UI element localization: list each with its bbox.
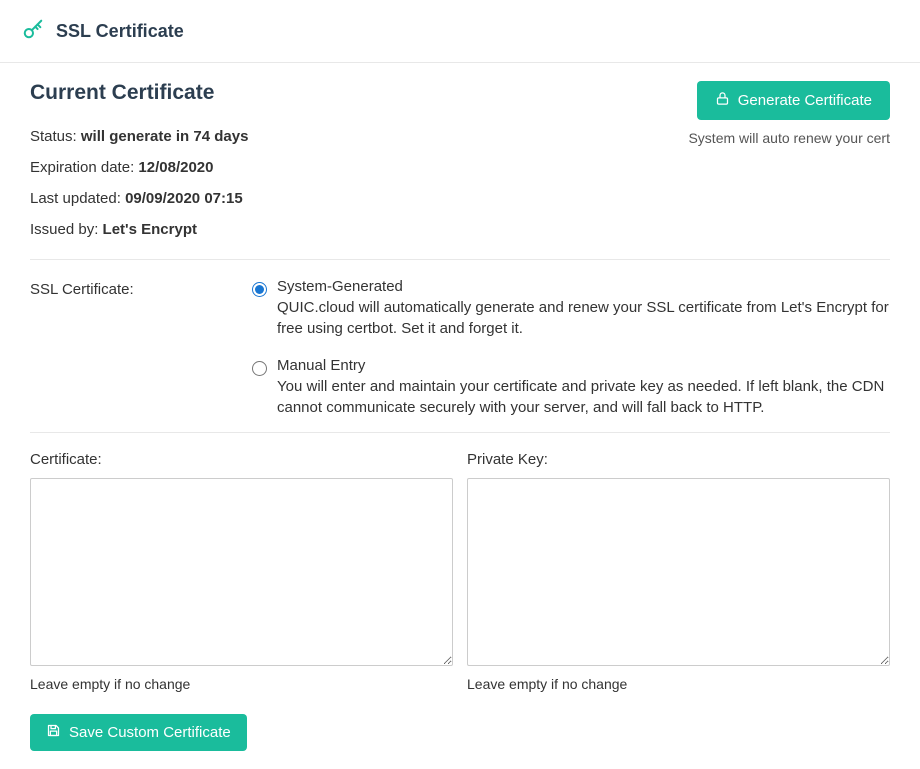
ssl-option-group-label: SSL Certificate: — [30, 278, 252, 298]
fields-row: Certificate: Leave empty if no change Pr… — [30, 451, 890, 692]
radio-text-manual: Manual Entry You will enter and maintain… — [277, 357, 890, 418]
actions-panel: Generate Certificate System will auto re… — [688, 81, 890, 146]
radio-manual-label: Manual Entry — [277, 357, 890, 374]
certificate-label: Certificate: — [30, 451, 453, 468]
generate-certificate-label: Generate Certificate — [738, 92, 872, 109]
expiration-line: Expiration date: 12/08/2020 — [30, 152, 688, 183]
status-line: Status: will generate in 74 days — [30, 121, 688, 152]
ssl-option-group: System-Generated QUIC.cloud will automat… — [252, 278, 890, 418]
issued-by-label: Issued by: — [30, 221, 103, 238]
save-icon — [46, 723, 69, 742]
expiration-value: 12/08/2020 — [138, 159, 213, 176]
info-lines: Status: will generate in 74 days Expirat… — [30, 121, 688, 245]
radio-system-label: System-Generated — [277, 278, 890, 295]
status-label: Status: — [30, 128, 81, 145]
private-key-label: Private Key: — [467, 451, 890, 468]
private-key-help: Leave empty if no change — [467, 676, 890, 692]
private-key-textarea[interactable] — [467, 478, 890, 666]
divider-bottom — [30, 432, 890, 433]
divider-top — [30, 259, 890, 260]
status-value: will generate in 74 days — [81, 128, 249, 145]
key-icon — [22, 18, 56, 44]
radio-option-manual-entry: Manual Entry You will enter and maintain… — [252, 357, 890, 418]
radio-option-system-generated: System-Generated QUIC.cloud will automat… — [252, 278, 890, 339]
save-custom-certificate-label: Save Custom Certificate — [69, 724, 231, 741]
certificate-textarea[interactable] — [30, 478, 453, 666]
issued-by-line: Issued by: Let's Encrypt — [30, 214, 688, 245]
page-header: SSL Certificate — [0, 0, 920, 63]
page-title: SSL Certificate — [56, 21, 184, 42]
last-updated-line: Last updated: 09/09/2020 07:15 — [30, 183, 688, 214]
top-row: Current Certificate Status: will generat… — [30, 81, 890, 245]
current-certificate-panel: Current Certificate Status: will generat… — [30, 81, 688, 245]
private-key-field-col: Private Key: Leave empty if no change — [467, 451, 890, 692]
last-updated-value: 09/09/2020 07:15 — [125, 190, 243, 207]
auto-renew-note: System will auto renew your cert — [688, 130, 890, 146]
expiration-label: Expiration date: — [30, 159, 138, 176]
radio-system-desc: QUIC.cloud will automatically generate a… — [277, 297, 890, 339]
radio-manual-desc: You will enter and maintain your certifi… — [277, 376, 890, 418]
section-title: Current Certificate — [30, 81, 688, 105]
radio-text-system: System-Generated QUIC.cloud will automat… — [277, 278, 890, 339]
radio-system-generated[interactable] — [252, 282, 267, 297]
lock-icon — [715, 91, 738, 110]
generate-certificate-button[interactable]: Generate Certificate — [697, 81, 890, 120]
main-content: Current Certificate Status: will generat… — [0, 63, 920, 769]
issued-by-value: Let's Encrypt — [103, 221, 197, 238]
save-custom-certificate-button[interactable]: Save Custom Certificate — [30, 714, 247, 751]
certificate-help: Leave empty if no change — [30, 676, 453, 692]
last-updated-label: Last updated: — [30, 190, 125, 207]
certificate-field-col: Certificate: Leave empty if no change — [30, 451, 453, 692]
radio-manual-entry[interactable] — [252, 361, 267, 376]
ssl-certificate-option-row: SSL Certificate: System-Generated QUIC.c… — [30, 278, 890, 418]
